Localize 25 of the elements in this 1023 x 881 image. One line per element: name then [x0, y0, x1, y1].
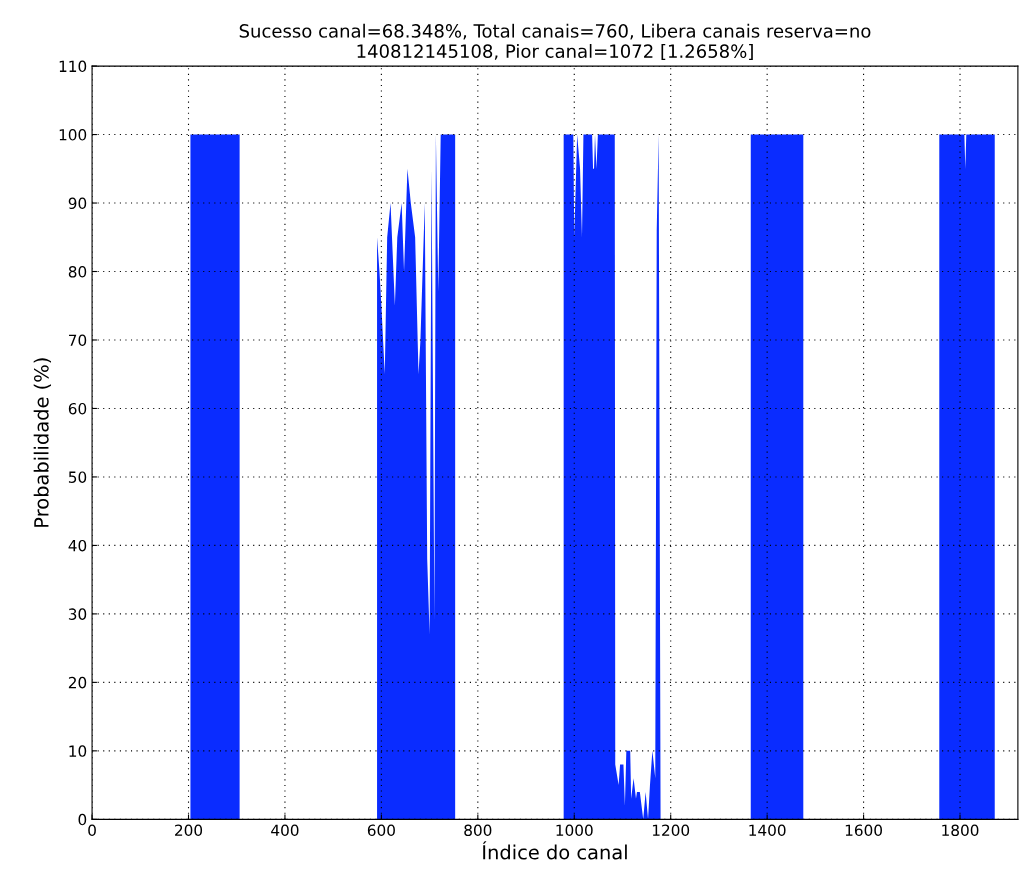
y-tick-label: 20 [68, 676, 87, 689]
x-tick-label: 1200 [652, 824, 690, 837]
x-tick-label: 1600 [845, 824, 883, 837]
y-tick-label: 40 [68, 539, 87, 552]
y-tick-label: 50 [68, 471, 87, 483]
y-tick-label: 110 [59, 60, 87, 73]
chart-title: Sucesso canal=68.348%, Total canais=760, Libera canais reserva=no 140812145108, Pior canal=1072 [1.2658%] [239, 23, 871, 61]
y-tick-label: 30 [68, 608, 87, 620]
x-tick-label: 1000 [556, 824, 593, 837]
y-tick-label: 0 [78, 813, 87, 826]
x-tick-label: 1800 [942, 824, 979, 837]
y-tick-label: 90 [68, 197, 87, 210]
x-axis-title: Índice do canal [482, 841, 627, 860]
x-tick-label: 0 [88, 824, 96, 837]
y-tick-label: 60 [68, 402, 87, 415]
y-tick-label: 70 [69, 334, 87, 347]
x-tick-label: 200 [175, 824, 203, 837]
x-tick-label: 1400 [749, 824, 786, 837]
y-tick-label: 80 [68, 265, 87, 278]
y-tick-label: 100 [59, 129, 87, 141]
x-tick-label: 600 [367, 824, 395, 837]
y-tick-label: 10 [69, 745, 87, 757]
x-tick-label: 400 [271, 824, 299, 837]
y-axis-title: Probabilidade (%) [33, 358, 52, 527]
x-tick-label: 800 [464, 824, 492, 837]
